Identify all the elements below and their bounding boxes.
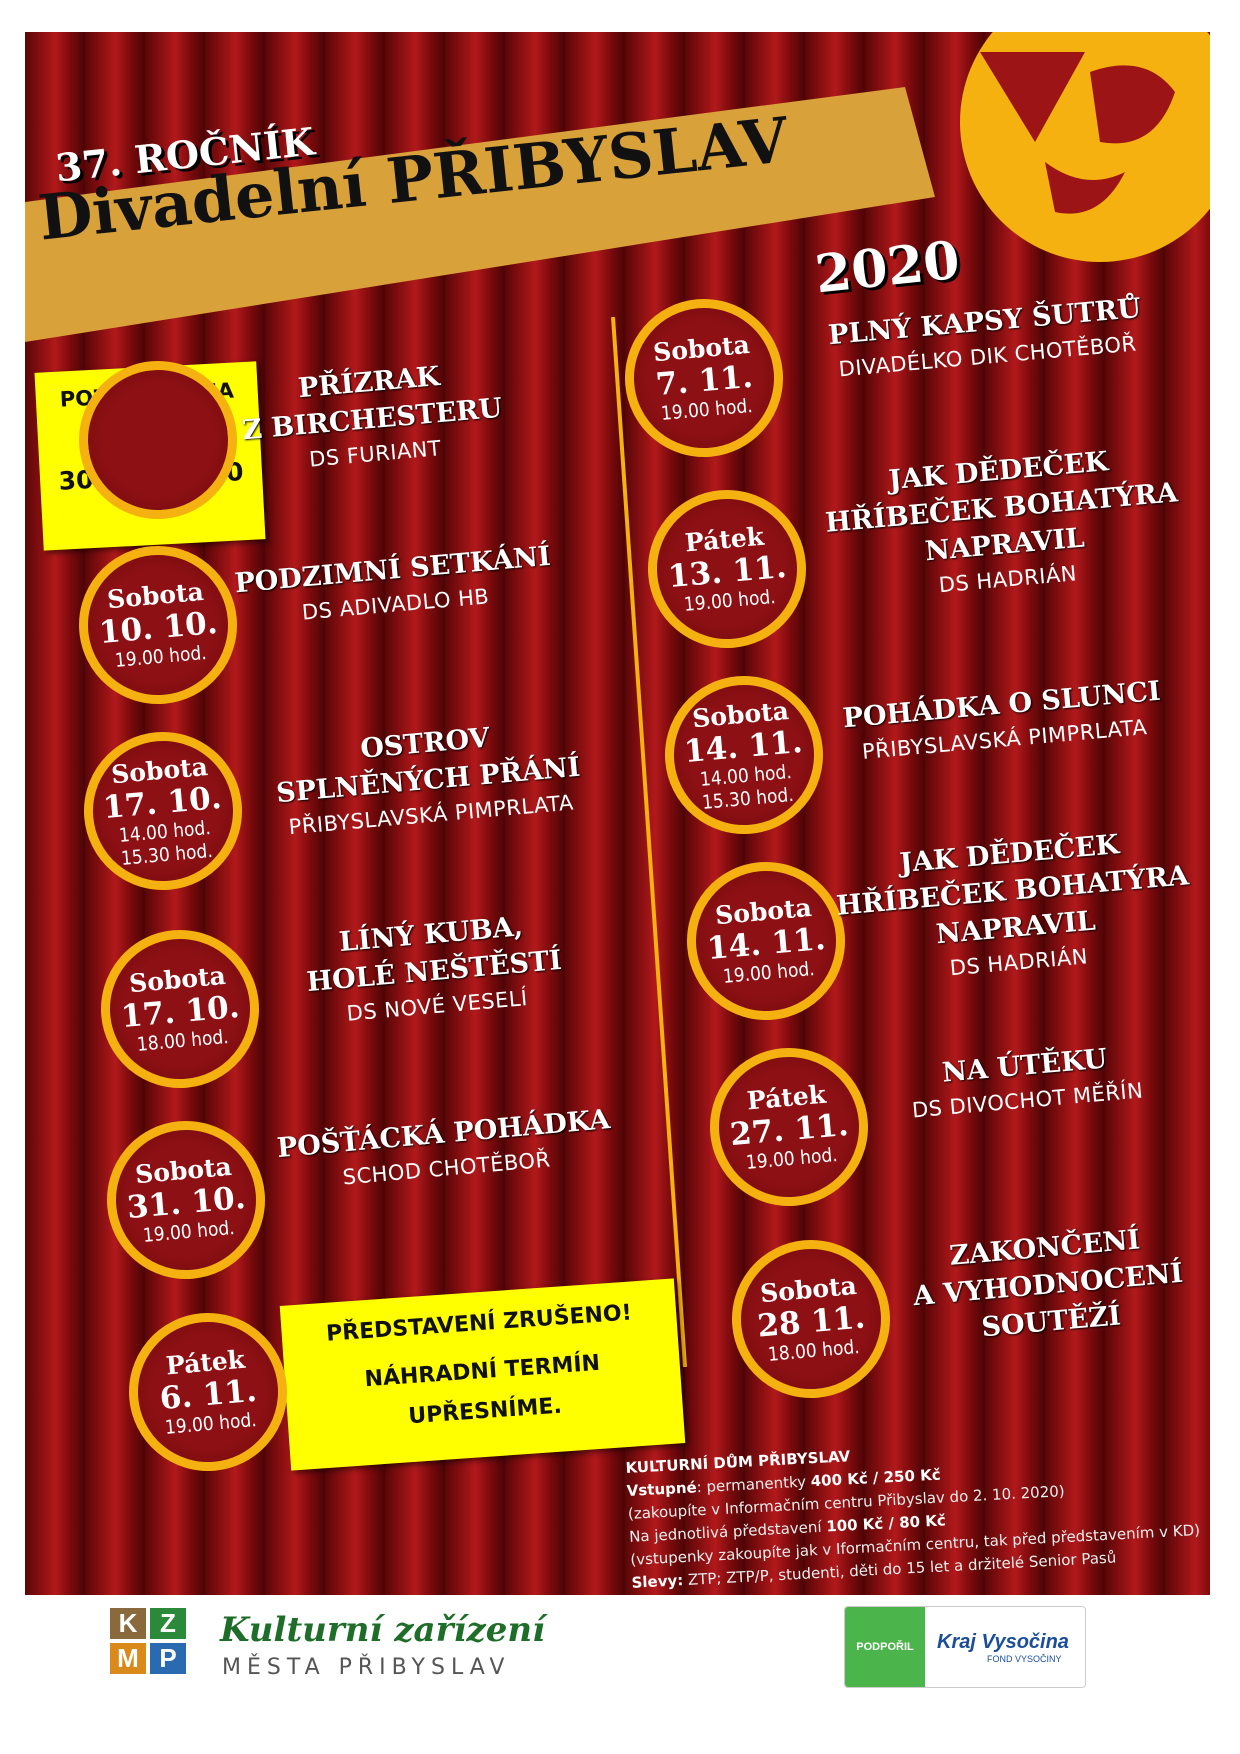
event-text: ZAKONČENÍ A VYHODNOCENÍ SOUTĚŽÍ bbox=[908, 1218, 1187, 1352]
emblem-masks bbox=[980, 52, 1175, 214]
logo-letter: M bbox=[110, 1643, 146, 1674]
info-text: Slevy: bbox=[631, 1571, 684, 1592]
info-text: 100 Kč / 80 Kč bbox=[825, 1511, 947, 1536]
title-band bbox=[25, 87, 935, 342]
cancel-notice: PŘEDSTAVENÍ ZRUŠENO! NÁHRADNÍ TERMÍN UPŘ… bbox=[279, 1278, 686, 1471]
kzmp-logo: K Z M P bbox=[110, 1608, 186, 1674]
event-text: PŘÍZRAK Z BIRCHESTERU DS FURIANT bbox=[237, 353, 506, 481]
sponsor-name: Kraj Vysočina bbox=[937, 1630, 1069, 1653]
logo-letter: P bbox=[150, 1643, 186, 1674]
logo-letter: Z bbox=[150, 1608, 186, 1639]
decor bbox=[25, 32, 1210, 1368]
sponsor-logo: PODPOŘIL Kraj Vysočina FOND VYSOČINY bbox=[844, 1606, 1086, 1688]
org-name: Kulturní zařízení bbox=[220, 1610, 545, 1650]
sponsor-label: PODPOŘIL bbox=[845, 1607, 925, 1687]
divider bbox=[611, 316, 687, 1368]
logo-letter: K bbox=[110, 1608, 146, 1639]
sponsor-box: Kraj Vysočina FOND VYSOČINY bbox=[925, 1607, 1085, 1687]
sponsor-sub: FOND VYSOČINY bbox=[987, 1653, 1062, 1664]
event-text: LÍNÝ KUBA, HOLÉ NEŠTĚSTÍ DS NOVÉ VESELÍ bbox=[302, 905, 566, 1033]
org-sub: MĚSTA PŘIBYSLAV bbox=[222, 1655, 511, 1680]
info-text: : permanentky bbox=[696, 1472, 812, 1497]
info-text: Vstupné bbox=[626, 1478, 698, 1500]
poster: 37. ROČNÍK Divadelní PŘIBYSLAV 2020 POZO… bbox=[25, 32, 1210, 1595]
